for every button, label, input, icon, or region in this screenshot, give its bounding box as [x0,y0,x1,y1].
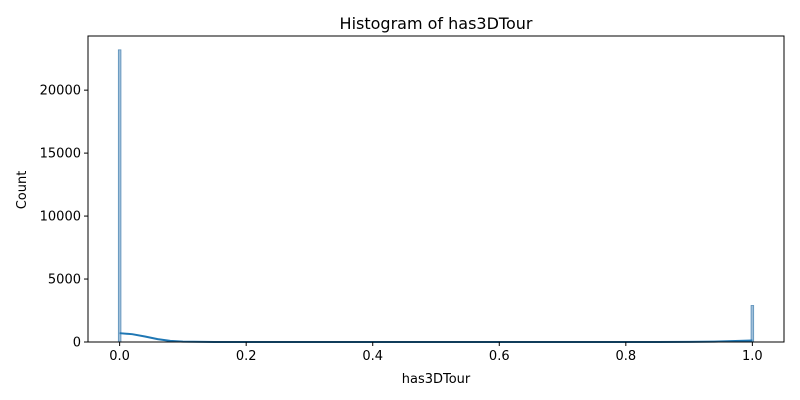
plot-area: 0.0 0.2 0.4 0.6 0.8 1.0 0 5000 10000 15000 20000 [40,35,785,364]
x-tick-label: 0.0 [109,349,130,364]
histogram-bar [750,305,755,343]
x-tick-label: 0.8 [615,349,636,364]
x-tick-label: 0.6 [489,349,510,364]
chart-title: Histogram of has3DTour [340,14,533,33]
y-tick-label: 10000 [40,210,81,225]
kde-line [119,332,753,343]
y-tick-label: 15000 [40,147,81,162]
axes-frame [87,35,785,343]
y-tick-label: 5000 [48,273,81,288]
y-axis-label: Count [15,171,30,210]
y-tick-label: 0 [73,336,81,351]
x-tick-label: 0.4 [362,349,383,364]
x-tick-label: 1.0 [742,349,763,364]
histogram-bar [117,49,122,343]
x-axis-label: has3DTour [402,372,471,387]
x-tick-label: 0.2 [236,349,257,364]
y-tick-label: 20000 [40,84,81,99]
